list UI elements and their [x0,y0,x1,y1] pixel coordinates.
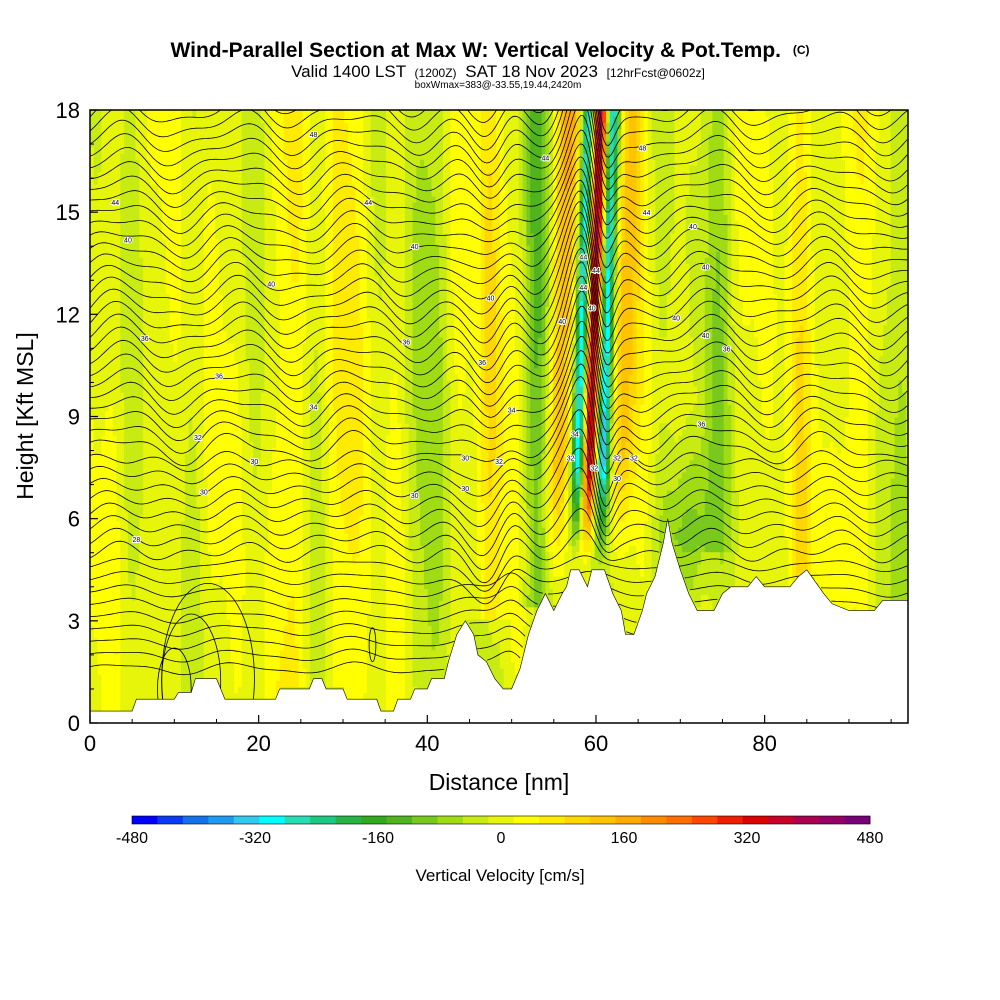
w-cell [128,705,133,712]
copyright-mark: (C) [793,43,810,57]
subtitle-forecast: [12hrFcst@0602z] [607,66,705,80]
subtitle-date: SAT 18 Nov 2023 [465,62,598,81]
chart-title: Wind-Parallel Section at Max W: Vertical… [170,39,809,62]
chart-subtitle: Valid 1400 LST (1200Z) SAT 18 Nov 2023 [… [291,62,705,81]
box-wmax-info: boxWmax=383@-33.55,19.44,2420m [415,80,582,91]
subtitle-utc: (1200Z) [415,66,457,80]
subtitle-valid: Valid 1400 LST [291,62,406,81]
wind-section-figure: Wind-Parallel Section at Max W: Vertical… [0,0,1000,1000]
